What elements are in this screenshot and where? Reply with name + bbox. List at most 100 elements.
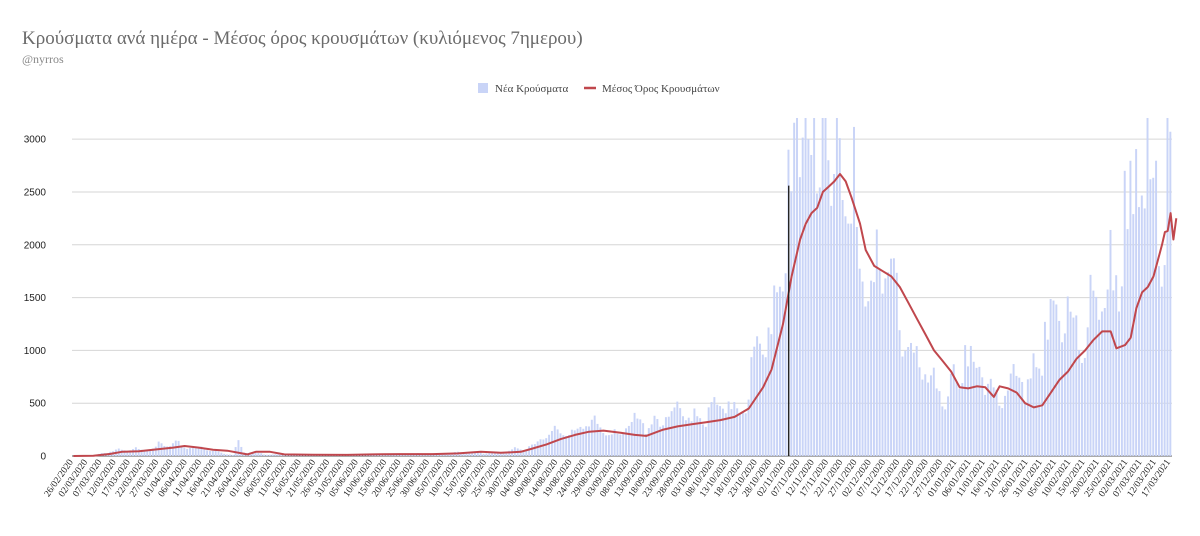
average-line <box>73 173 1178 457</box>
bar <box>867 301 870 456</box>
bar <box>736 408 739 456</box>
bar <box>1026 379 1029 456</box>
y-tick-label: 3000 <box>24 135 47 146</box>
x-axis-ticks: 26/02/202002/03/202007/03/202012/03/2020… <box>43 458 1173 499</box>
bar <box>585 426 588 456</box>
bar <box>582 428 585 456</box>
bar <box>126 451 129 456</box>
bar <box>699 418 702 456</box>
bar <box>476 452 479 456</box>
bar <box>576 428 579 456</box>
bar <box>493 452 496 456</box>
bar <box>701 424 704 456</box>
bar <box>992 387 995 456</box>
bar <box>528 446 531 456</box>
bar <box>967 366 969 456</box>
bar <box>964 345 967 456</box>
bar <box>1041 375 1044 456</box>
bar <box>667 416 670 456</box>
bar <box>228 454 231 456</box>
bar <box>522 450 525 456</box>
bar <box>579 426 582 456</box>
bar <box>989 378 992 456</box>
bar <box>773 285 776 456</box>
bar <box>841 200 844 456</box>
bar <box>169 446 172 456</box>
bar <box>707 407 710 456</box>
bar <box>721 408 724 456</box>
bar <box>132 449 134 456</box>
bar <box>764 357 767 456</box>
bar <box>474 452 476 456</box>
bar <box>1075 315 1078 456</box>
bar <box>790 191 793 456</box>
bar <box>439 454 442 456</box>
bar <box>818 187 821 456</box>
bar <box>1063 333 1066 456</box>
bar <box>986 383 989 456</box>
bar <box>154 446 157 456</box>
bar <box>1166 118 1169 456</box>
y-tick-label: 1500 <box>24 293 47 304</box>
bar <box>921 379 924 456</box>
bar <box>664 417 667 456</box>
bar <box>730 409 733 456</box>
bar <box>123 450 126 456</box>
bar <box>833 174 836 456</box>
bar <box>656 419 659 456</box>
bar <box>140 449 143 456</box>
bar <box>479 452 482 456</box>
bar <box>451 453 454 456</box>
bar <box>627 425 630 456</box>
bar <box>257 453 260 456</box>
bar <box>1072 317 1075 456</box>
bar <box>947 396 950 456</box>
bar <box>1120 286 1123 456</box>
bar <box>1123 170 1126 456</box>
bar <box>385 454 388 456</box>
bar <box>607 435 610 456</box>
bar <box>448 453 451 456</box>
bar <box>151 448 154 456</box>
bar <box>653 415 656 456</box>
bar <box>622 433 625 456</box>
bar <box>391 454 394 456</box>
bar <box>969 345 972 456</box>
bar <box>798 177 801 456</box>
bar <box>904 350 907 456</box>
bar <box>263 454 266 456</box>
bar <box>1089 274 1092 456</box>
bar <box>1052 300 1055 456</box>
bar <box>895 272 898 456</box>
bar <box>918 367 921 456</box>
bar <box>878 268 881 456</box>
bar <box>220 452 223 456</box>
bar <box>924 374 927 456</box>
bar <box>796 118 798 456</box>
bar <box>696 416 699 456</box>
chart-title: Κρούσματα ανά ημέρα - Μέσος όρος κρουσμά… <box>22 28 583 49</box>
bar <box>855 227 858 456</box>
bar <box>861 281 864 456</box>
bar <box>821 118 824 456</box>
legend: Νέα Κρούσματα Μέσος Όρος Κρουσμάτων <box>478 83 720 95</box>
bar <box>491 452 494 456</box>
bar <box>747 399 750 456</box>
bar <box>690 421 693 456</box>
bar <box>599 427 602 456</box>
bar <box>984 394 987 456</box>
bar <box>149 450 152 456</box>
bar <box>402 454 405 456</box>
bar <box>1021 381 1024 456</box>
bar <box>901 356 904 456</box>
bar <box>197 447 200 456</box>
bar <box>1012 364 1015 456</box>
bar <box>927 382 930 456</box>
bar <box>237 440 240 456</box>
bar <box>525 449 528 456</box>
bar <box>724 413 727 456</box>
bar <box>166 446 169 456</box>
bar <box>536 441 539 456</box>
bar <box>830 205 833 456</box>
bar <box>265 454 268 456</box>
